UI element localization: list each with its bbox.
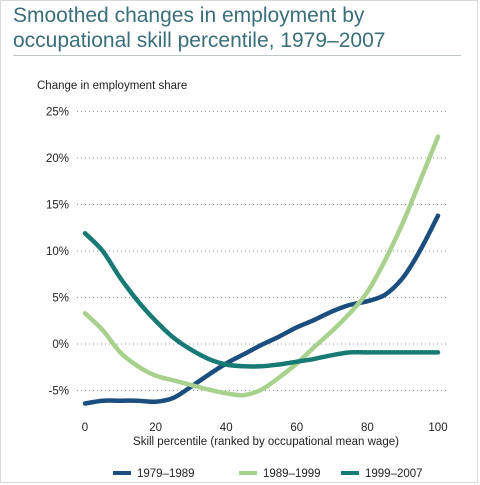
x-tick-label: 60 [290,422,303,434]
x-tick-labels: 0 20 40 60 80 100 [82,422,448,434]
series-line-2 [82,134,441,398]
y-axis-label: Change in employment share [37,80,187,92]
y-tick-label: 5% [52,293,69,305]
x-tick-label: 20 [149,422,162,434]
x-tick-label: 100 [428,422,447,434]
x-tick-label: 0 [82,422,88,434]
series-line-1 [82,213,441,406]
legend-label: 1979–1989 [137,468,195,480]
y-tick-label: 20% [46,153,69,165]
y-tick-labels: 25% 20% 15% 10% 5% 0% -5% [46,107,69,398]
legend: 1979–1989 1989–1999 1999–2007 [113,468,423,480]
x-tick-label: 40 [220,422,233,434]
y-tick-label: -5% [49,386,69,398]
x-tick-label: 80 [361,422,374,434]
series-lines [82,134,441,406]
legend-label: 1989–1999 [263,468,321,480]
chart-title: Smoothed changes in employment by occupa… [13,4,386,52]
title-divider [13,55,461,56]
series-line-3 [82,231,441,369]
legend-label: 1999–2007 [365,468,423,480]
y-tick-label: 0% [52,339,69,351]
y-tick-label: 25% [46,107,69,119]
x-axis-label: Skill percentile (ranked by occupational… [133,436,399,448]
y-tick-label: 15% [46,200,69,212]
gridlines [77,111,449,391]
y-tick-label: 10% [46,246,69,258]
